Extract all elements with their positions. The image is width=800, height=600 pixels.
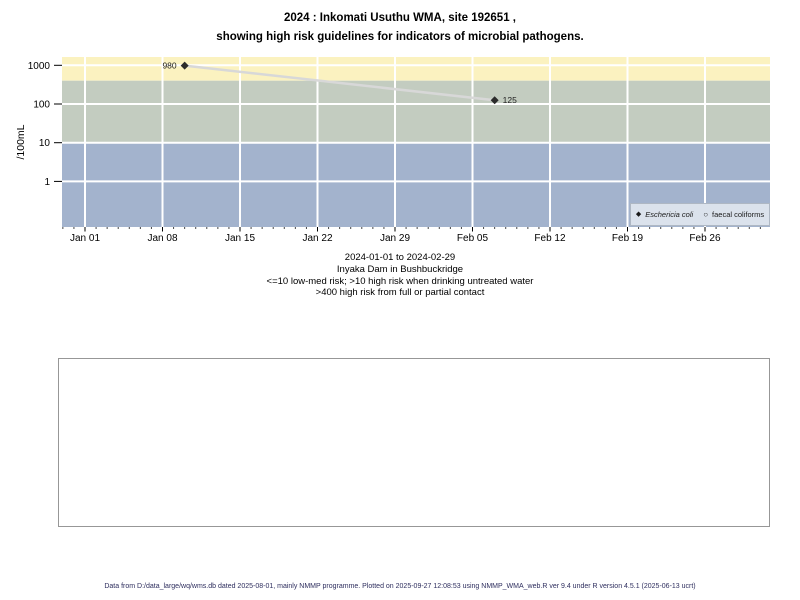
data-point — [490, 96, 499, 105]
x-tick-label: Jan 01 — [70, 233, 100, 244]
chart-title-line2: showing high risk guidelines for indicat… — [216, 30, 584, 43]
x-tick-label: Jan 29 — [380, 233, 410, 244]
data-point-label: 980 — [162, 61, 176, 71]
risk-chart: 980 125 Jan 01 Jan 08 Jan 15 Jan 22 Jan 29 Feb … — [28, 57, 770, 244]
chart-caption: 2024-01-01 to 2024-02-29 Inyaka Dam in B… — [0, 252, 800, 299]
data-line — [184, 64, 495, 102]
chart-legend: ◆ Eschericia coli ○ faecal coliforms — [630, 203, 770, 226]
chart-title-line1: 2024 : Inkomati Usuthu WMA, site 192651 … — [284, 12, 516, 24]
caption-date-range: 2024-01-01 to 2024-02-29 — [344, 252, 456, 263]
faecal-open-circle-icon: ○ — [703, 209, 709, 219]
caption-risk-note-1: <=10 low-med risk; >10 high risk when dr… — [266, 275, 534, 287]
x-tick-label: Jan 08 — [147, 233, 177, 244]
x-tick-label: Feb 26 — [689, 233, 721, 244]
legend-label-faecal: faecal coliforms — [712, 210, 765, 219]
caption-site-name: Inyaka Dam in Bushbuckridge — [336, 263, 464, 275]
data-point-label: 125 — [503, 95, 517, 105]
data-point — [180, 61, 189, 70]
empty-panel — [58, 358, 770, 527]
y-axis-label: /100mL — [15, 124, 27, 160]
y-tick-label: 10 — [39, 138, 51, 149]
x-tick-label: Jan 22 — [302, 233, 332, 244]
y-tick-label: 1 — [44, 177, 50, 188]
ecoli-filled-diamond-icon: ◆ — [635, 211, 642, 218]
x-tick-label: Feb 05 — [457, 233, 489, 244]
y-tick-label: 1000 — [28, 61, 51, 72]
x-tick-label: Jan 15 — [225, 233, 255, 244]
y-tick-label: 100 — [33, 100, 50, 111]
chart-title: 2024 : Inkomati Usuthu WMA, site 192651 … — [0, 9, 800, 46]
legend-label-ecoli: Eschericia coli — [645, 210, 694, 219]
x-tick-label: Feb 19 — [612, 233, 644, 244]
footer-provenance-text: Data from D:/data_large/wq/wms.db dated … — [104, 583, 696, 590]
x-tick-label: Feb 12 — [534, 233, 566, 244]
risk-band — [62, 80, 770, 143]
caption-risk-note-2: >400 high risk from full or partial cont… — [315, 287, 485, 299]
